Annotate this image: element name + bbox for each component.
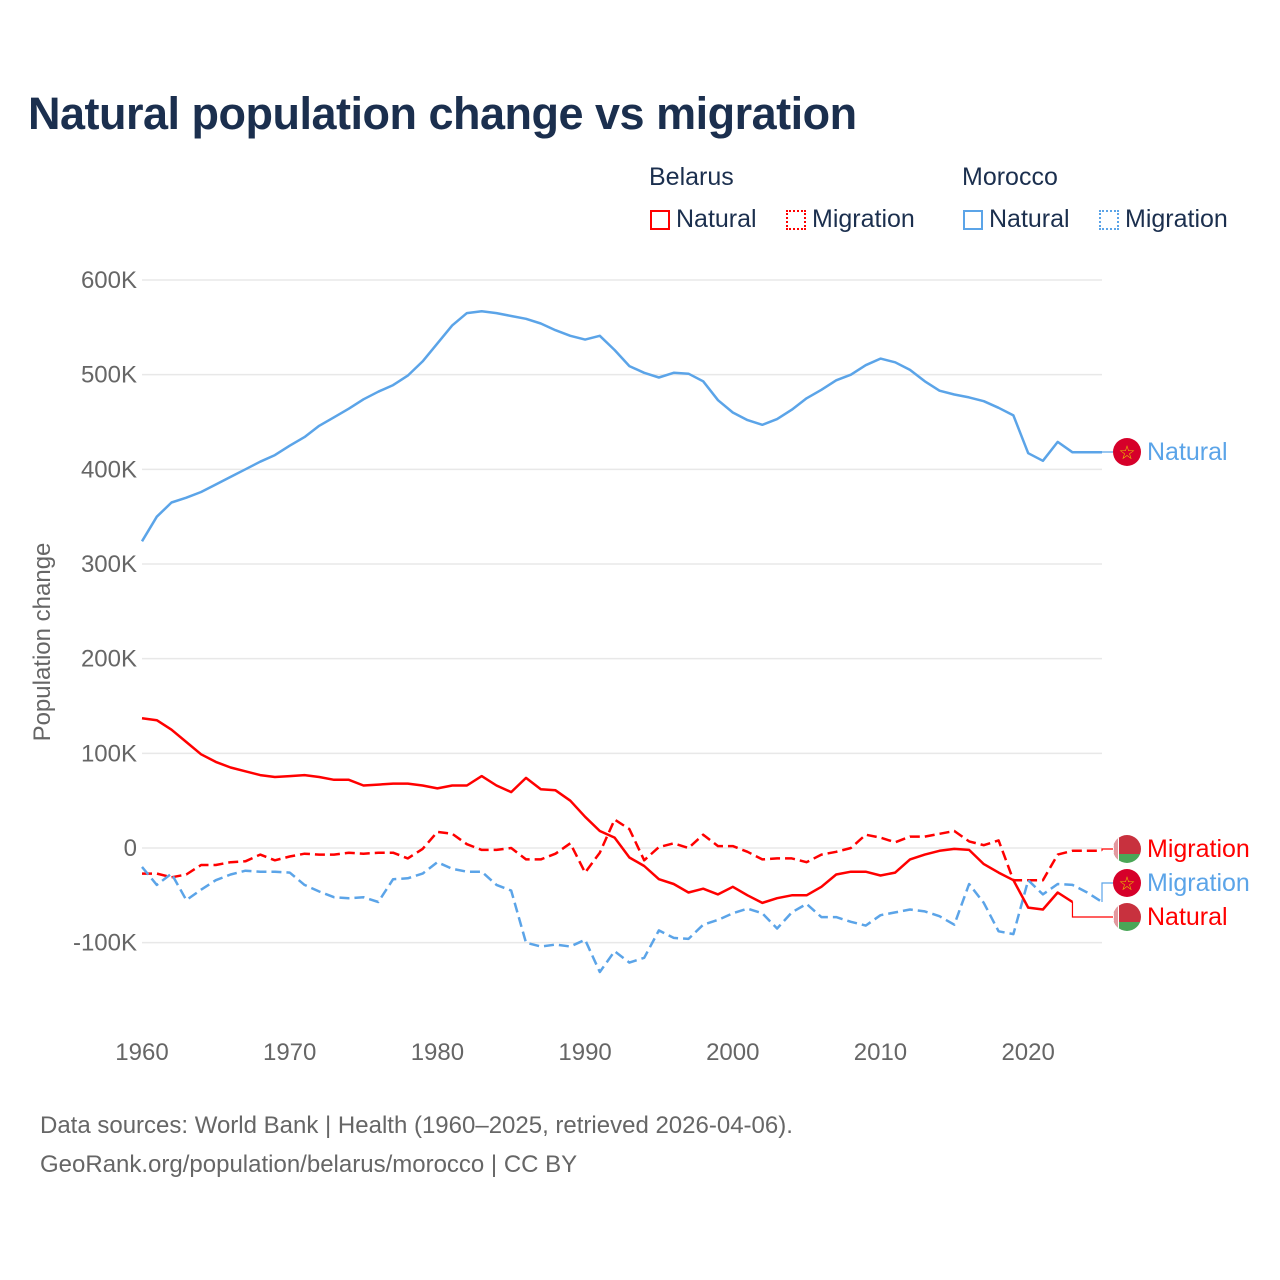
series-line-belarus-migration bbox=[142, 818, 1102, 882]
legend-label: Migration bbox=[812, 205, 915, 233]
y-tick-label: -100K bbox=[73, 930, 137, 957]
x-tick-label: 2020 bbox=[1001, 1039, 1054, 1066]
x-tick-label: 1980 bbox=[411, 1039, 464, 1066]
label-connector bbox=[1071, 901, 1113, 918]
flag-green-band bbox=[1113, 922, 1141, 931]
legend-morocco-migration[interactable]: Migration bbox=[1099, 205, 1228, 234]
y-tick-label: 100K bbox=[81, 740, 137, 767]
x-tick-label: 2000 bbox=[706, 1039, 759, 1066]
legend-label: Migration bbox=[1125, 205, 1228, 233]
legend-swatch-dotted bbox=[786, 209, 806, 230]
y-tick-label: 600K bbox=[81, 267, 137, 294]
label-connector bbox=[1101, 848, 1113, 851]
flag-background bbox=[1113, 869, 1141, 897]
morocco-flag-icon: ☆ bbox=[1113, 438, 1141, 466]
morocco-flag-icon: ☆ bbox=[1113, 869, 1141, 897]
y-axis-label: Population change bbox=[29, 543, 56, 742]
belarus-flag-icon bbox=[1113, 835, 1141, 863]
belarus-flag-icon bbox=[1113, 903, 1141, 931]
x-tick-label: 1970 bbox=[263, 1039, 316, 1066]
series-line-belarus-natural bbox=[141, 717, 1074, 911]
x-tick-label: 1990 bbox=[558, 1039, 611, 1066]
flag-red-band bbox=[1113, 835, 1141, 854]
legend-group-morocco: Morocco bbox=[962, 163, 1058, 191]
y-tick-label: 0 bbox=[124, 835, 137, 862]
series-end-label: Natural bbox=[1147, 438, 1228, 466]
x-tick-label: 1960 bbox=[115, 1039, 168, 1066]
data-source-text: Data sources: World Bank | Health (1960–… bbox=[40, 1112, 793, 1139]
legend-swatch-dotted bbox=[1099, 209, 1119, 230]
flag-background bbox=[1113, 438, 1141, 466]
flag-body bbox=[1113, 835, 1141, 863]
series-end-label: Natural bbox=[1147, 903, 1228, 931]
flag-red-band bbox=[1113, 903, 1141, 922]
flag-ornament-pattern bbox=[1114, 835, 1118, 863]
footer: Data sources: World Bank | Health (1960–… bbox=[40, 1106, 793, 1184]
y-tick-label: 200K bbox=[81, 646, 137, 673]
series-end-label: Migration bbox=[1147, 869, 1250, 897]
y-tick-label: 300K bbox=[81, 551, 137, 578]
star-icon: ☆ bbox=[1118, 874, 1135, 895]
legend-morocco-natural[interactable]: Natural bbox=[963, 205, 1070, 234]
legend-swatch-solid bbox=[963, 209, 983, 230]
chart-title: Natural population change vs migration bbox=[28, 88, 857, 139]
legend-belarus-natural[interactable]: Natural bbox=[650, 205, 757, 234]
legend-label: Natural bbox=[989, 205, 1070, 233]
series-line-morocco-migration bbox=[141, 860, 1103, 974]
series-line-morocco-natural bbox=[140, 309, 1102, 542]
legend-swatch-solid bbox=[650, 209, 670, 230]
flag-body bbox=[1113, 903, 1141, 931]
y-tick-label: 500K bbox=[81, 362, 137, 389]
x-tick-label: 2010 bbox=[854, 1039, 907, 1066]
series-end-label: Migration bbox=[1147, 835, 1250, 863]
star-icon: ☆ bbox=[1118, 443, 1135, 464]
source-link[interactable]: GeoRank.org/population/belarus/morocco |… bbox=[40, 1151, 578, 1178]
legend-label: Natural bbox=[676, 205, 757, 233]
flag-ornament-pattern bbox=[1114, 903, 1118, 931]
legend-group-belarus: Belarus bbox=[649, 163, 734, 191]
flag-green-band bbox=[1113, 854, 1141, 863]
y-tick-label: 400K bbox=[81, 456, 137, 483]
legend-belarus-migration[interactable]: Migration bbox=[786, 205, 915, 234]
label-connector bbox=[1101, 882, 1113, 902]
